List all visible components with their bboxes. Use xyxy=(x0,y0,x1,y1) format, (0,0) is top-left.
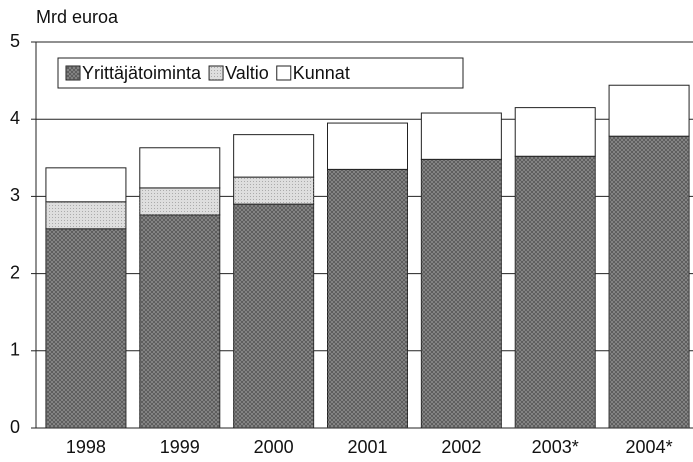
x-tick-label: 1998 xyxy=(66,437,106,457)
legend-box xyxy=(57,57,464,89)
legend-label: Valtio xyxy=(225,63,269,83)
bar-segment xyxy=(420,112,502,160)
x-tick-label: 2002 xyxy=(441,437,481,457)
legend-label: Yrittäjätoiminta xyxy=(82,63,202,83)
y-tick-label: 3 xyxy=(10,185,20,205)
y-axis-title: Mrd euroa xyxy=(36,7,119,27)
bar-texture xyxy=(515,156,596,429)
legend-texture xyxy=(66,66,80,80)
bar-texture xyxy=(139,187,220,215)
legend-texture xyxy=(209,66,224,80)
bar-texture xyxy=(609,136,690,428)
x-tick-label: 2003* xyxy=(532,437,579,457)
bar-texture xyxy=(327,169,408,428)
bar-segment xyxy=(45,167,127,203)
bar-texture xyxy=(45,228,126,428)
bar-texture xyxy=(421,159,502,428)
y-tick-label: 0 xyxy=(10,417,20,437)
y-tick-label: 4 xyxy=(10,108,20,128)
x-tick-label: 1999 xyxy=(160,437,200,457)
bar-segment xyxy=(608,84,690,137)
x-tick-label: 2004* xyxy=(626,437,673,457)
bar-segment xyxy=(233,134,315,178)
bar-texture xyxy=(233,204,314,428)
bar-texture xyxy=(45,201,126,229)
legend-label: Kunnat xyxy=(293,63,350,83)
y-tick-label: 1 xyxy=(10,340,20,360)
bar-segment xyxy=(327,122,408,170)
y-tick-label: 2 xyxy=(10,262,20,282)
bar-texture xyxy=(233,177,314,205)
bar-segment xyxy=(139,147,221,189)
x-tick-label: 2001 xyxy=(347,437,387,457)
y-tick-label: 5 xyxy=(10,31,20,51)
legend-swatch xyxy=(276,65,292,81)
bar-texture xyxy=(139,214,220,428)
x-tick-label: 2000 xyxy=(254,437,294,457)
bar-segment xyxy=(514,107,596,157)
